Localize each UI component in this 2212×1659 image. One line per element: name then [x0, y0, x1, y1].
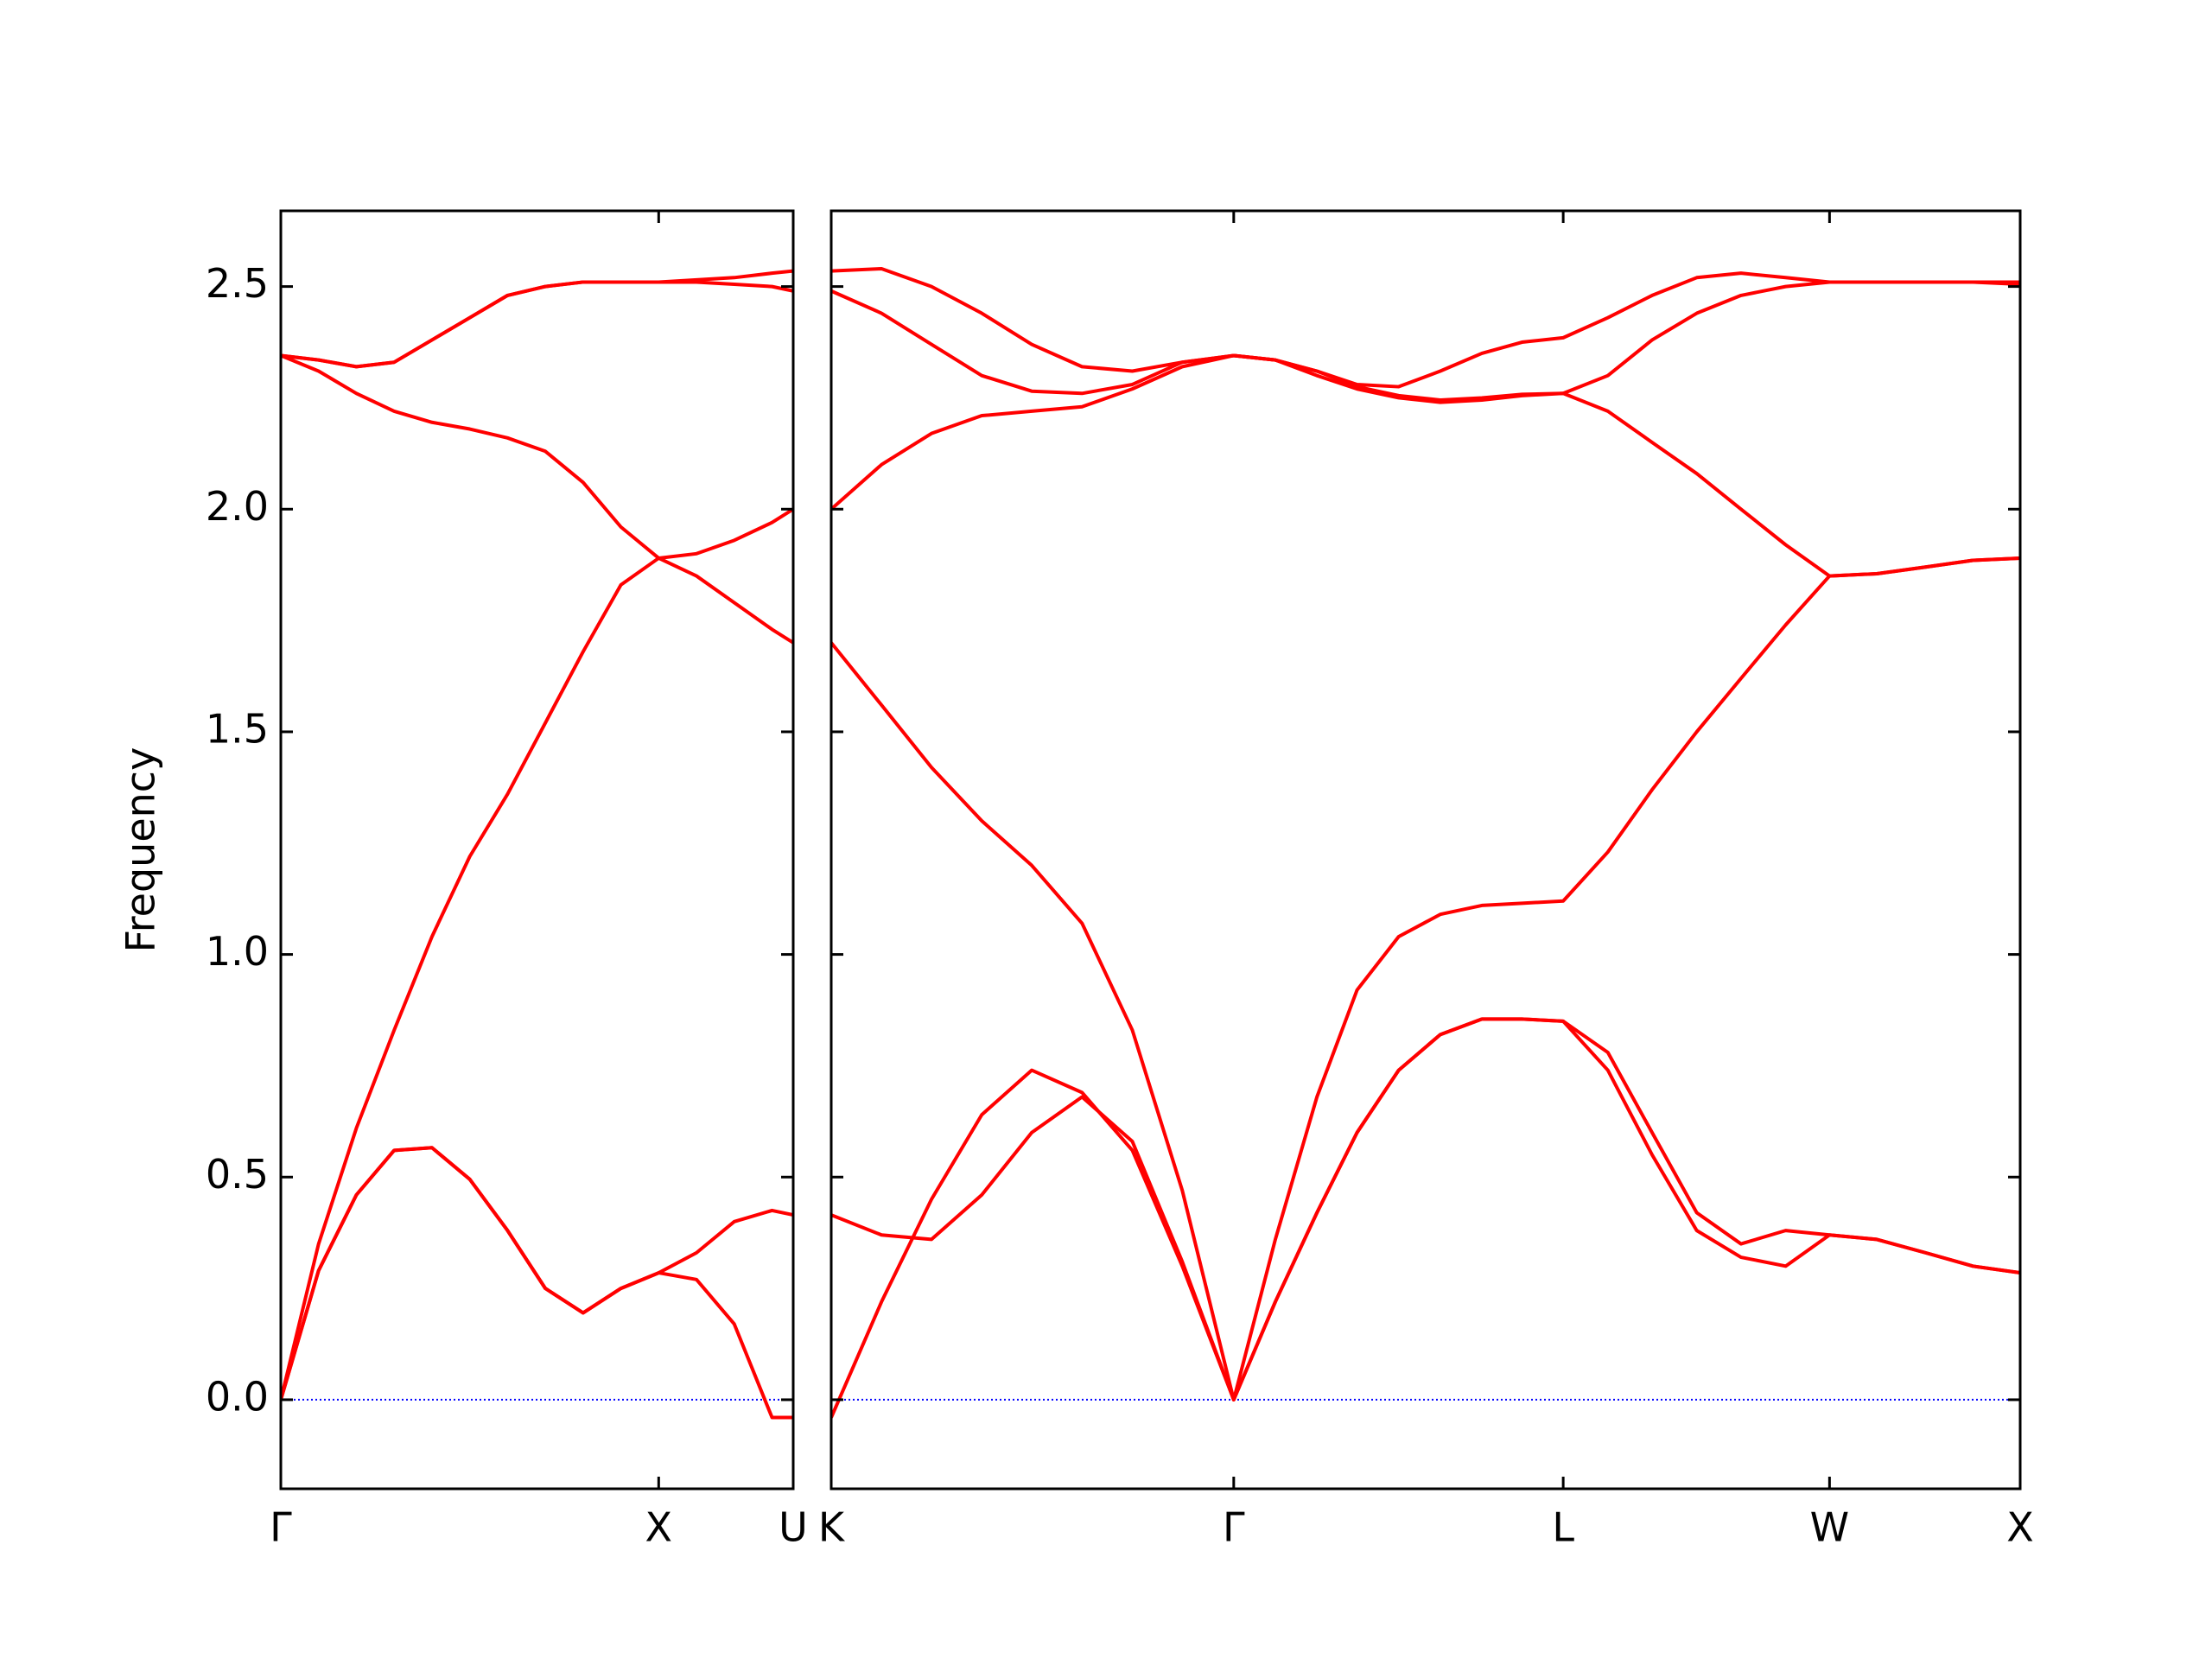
band-line — [831, 280, 2020, 404]
x-tick-label: Γ — [270, 1504, 292, 1551]
y-tick-label: 1.0 — [206, 928, 269, 975]
band-line — [831, 556, 2020, 1402]
x-tick-label: W — [1810, 1504, 1849, 1551]
band-line — [831, 1017, 2020, 1402]
plot-frame — [279, 209, 795, 1491]
band-line — [831, 353, 2020, 578]
y-tick-label: 1.5 — [206, 705, 269, 752]
band-line — [831, 1017, 2020, 1419]
y-axis-label: Frequency — [118, 747, 164, 953]
band-line — [281, 1146, 793, 1401]
plot-frame — [830, 209, 2022, 1491]
x-tick-label: X — [645, 1504, 673, 1551]
band-line — [831, 266, 2020, 389]
y-tick-label: 2.5 — [206, 260, 269, 307]
band-line — [281, 269, 793, 369]
band-line — [281, 353, 793, 560]
y-tick-label: 0.0 — [206, 1373, 269, 1420]
x-tick-label: K — [818, 1504, 846, 1551]
panel: 0.0 0.5 1.0 1.5 2.0 2.5 Γ X U Frequency — [118, 209, 808, 1551]
band-line — [281, 1146, 793, 1420]
y-tick-label: 0.5 — [206, 1151, 269, 1198]
x-tick-label: L — [1552, 1504, 1574, 1551]
x-tick-label: U — [779, 1504, 808, 1551]
band-line — [281, 280, 793, 369]
x-tick-label: X — [2006, 1504, 2034, 1551]
band-line — [281, 556, 793, 1401]
y-tick-label: 2.0 — [206, 483, 269, 530]
x-tick-label: Γ — [1223, 1504, 1245, 1551]
